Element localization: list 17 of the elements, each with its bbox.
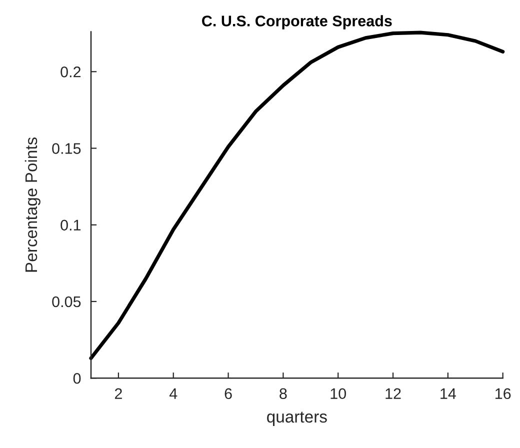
y-tick-label: 0.2 (60, 66, 81, 78)
line-series (89, 30, 505, 360)
chart-title: C. U.S. Corporate Spreads (202, 15, 392, 30)
x-tick-label: 2 (114, 388, 122, 399)
x-axis-title: quarters (267, 412, 327, 426)
x-tick-label: 10 (330, 388, 346, 400)
x-tick-label: 12 (386, 388, 401, 399)
x-tick-label: 6 (224, 388, 232, 400)
x-tick-label: 16 (496, 388, 511, 400)
y-tick-label: 0.05 (52, 296, 81, 308)
y-tick-label: 0.15 (52, 143, 81, 154)
y-axis-title: Percentage Points (24, 137, 40, 272)
y-tick-label: 0 (73, 372, 81, 384)
x-tick-label: 4 (169, 388, 178, 399)
x-tick-label: 14 (440, 388, 456, 399)
x-tick-label: 8 (280, 388, 287, 400)
y-tick-label: 0.1 (60, 220, 81, 231)
